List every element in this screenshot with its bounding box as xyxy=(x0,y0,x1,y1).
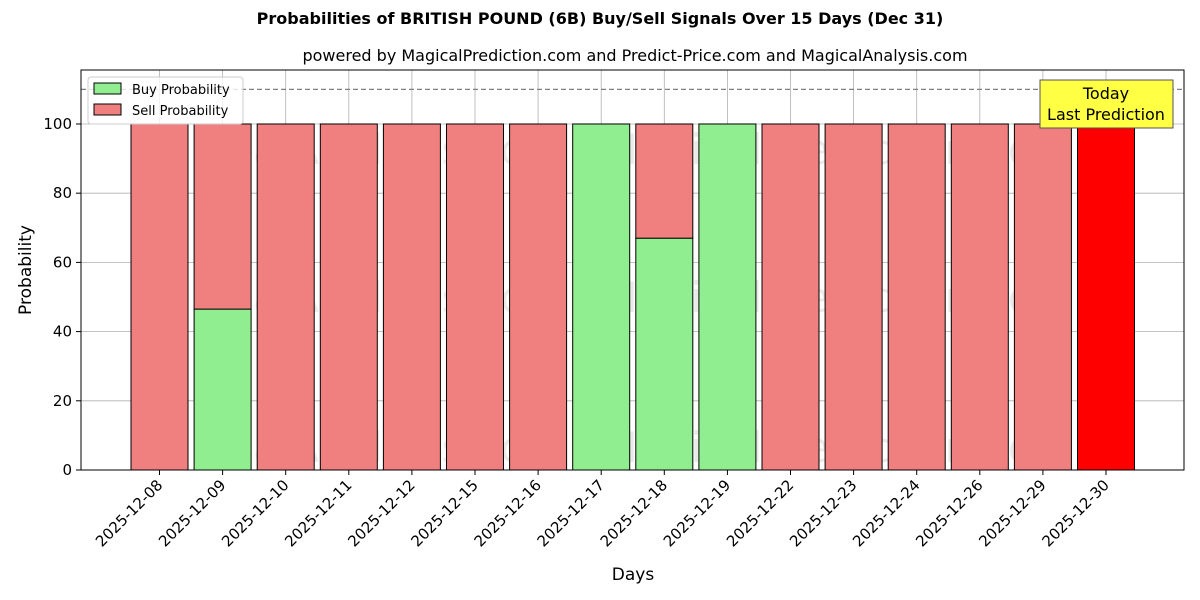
legend-buy-swatch xyxy=(93,82,122,95)
y-axis-ticks: 0 20 40 60 80 100 xyxy=(43,115,81,479)
x-tick-label: 2025-12-16 xyxy=(471,476,545,550)
bar-buy xyxy=(635,237,694,471)
x-tick-label: 2025-12-18 xyxy=(597,476,671,550)
y-tick-label: 0 xyxy=(62,461,72,479)
x-tick-label: 2025-12-10 xyxy=(218,476,292,550)
bar-sell xyxy=(256,123,315,471)
today-annotation: Today Last Prediction xyxy=(1039,79,1174,129)
x-tick-label: 2025-12-22 xyxy=(723,476,797,550)
x-tick-label: 2025-12-08 xyxy=(92,476,166,550)
x-tick-label: 2025-12-09 xyxy=(155,476,229,550)
bar-sell xyxy=(1013,123,1072,471)
y-tick-label: 80 xyxy=(53,184,72,202)
svg-text:Today: Today xyxy=(1082,84,1129,103)
y-tick-label: 20 xyxy=(53,392,72,410)
bar-sell xyxy=(824,123,883,471)
plot-frame xyxy=(80,69,1185,471)
x-tick-label: 2025-12-23 xyxy=(786,476,860,550)
legend-sell-label: Sell Probability xyxy=(132,104,229,119)
y-tick-label: 100 xyxy=(43,115,72,133)
bar-sell xyxy=(950,123,1009,471)
legend-buy-label: Buy Probability xyxy=(132,83,230,98)
y-tick-label: 60 xyxy=(53,253,72,271)
bar-sell xyxy=(761,123,820,471)
x-axis-ticks: 2025-12-082025-12-092025-12-102025-12-11… xyxy=(92,470,1113,550)
bar-sell xyxy=(887,123,946,471)
x-tick-label: 2025-12-11 xyxy=(281,476,355,550)
bar-sell xyxy=(319,123,378,471)
bar-sell xyxy=(130,123,189,471)
chart-subtitle: powered by MagicalPrediction.com and Pre… xyxy=(302,46,968,65)
x-axis-label: Days xyxy=(612,565,655,585)
chart-title: Probabilities of BRITISH POUND (6B) Buy/… xyxy=(256,9,944,28)
bars xyxy=(130,123,1135,471)
bar-sell xyxy=(193,123,252,310)
svg-text:Last Prediction: Last Prediction xyxy=(1047,105,1165,124)
bar-sell xyxy=(1077,123,1135,471)
x-tick-label: 2025-12-12 xyxy=(344,476,418,550)
bar-sell xyxy=(446,123,504,471)
bar-sell xyxy=(635,123,694,239)
x-tick-label: 2025-12-30 xyxy=(1038,476,1112,550)
bar-sell xyxy=(509,123,568,471)
y-tick-label: 40 xyxy=(53,323,72,341)
bar-buy xyxy=(193,308,252,471)
x-tick-label: 2025-12-26 xyxy=(912,476,986,550)
x-tick-label: 2025-12-24 xyxy=(849,476,923,550)
y-axis-label: Probability xyxy=(16,225,36,315)
bar-sell xyxy=(382,123,441,471)
legend: Buy Probability Sell Probability xyxy=(87,76,244,125)
bar-buy xyxy=(572,123,631,471)
bar-buy xyxy=(698,123,757,471)
x-tick-label: 2025-12-29 xyxy=(975,476,1049,550)
x-tick-label: 2025-12-15 xyxy=(407,476,481,550)
legend-sell-swatch xyxy=(93,103,122,116)
x-tick-label: 2025-12-19 xyxy=(660,476,734,550)
x-tick-label: 2025-12-17 xyxy=(534,476,608,550)
